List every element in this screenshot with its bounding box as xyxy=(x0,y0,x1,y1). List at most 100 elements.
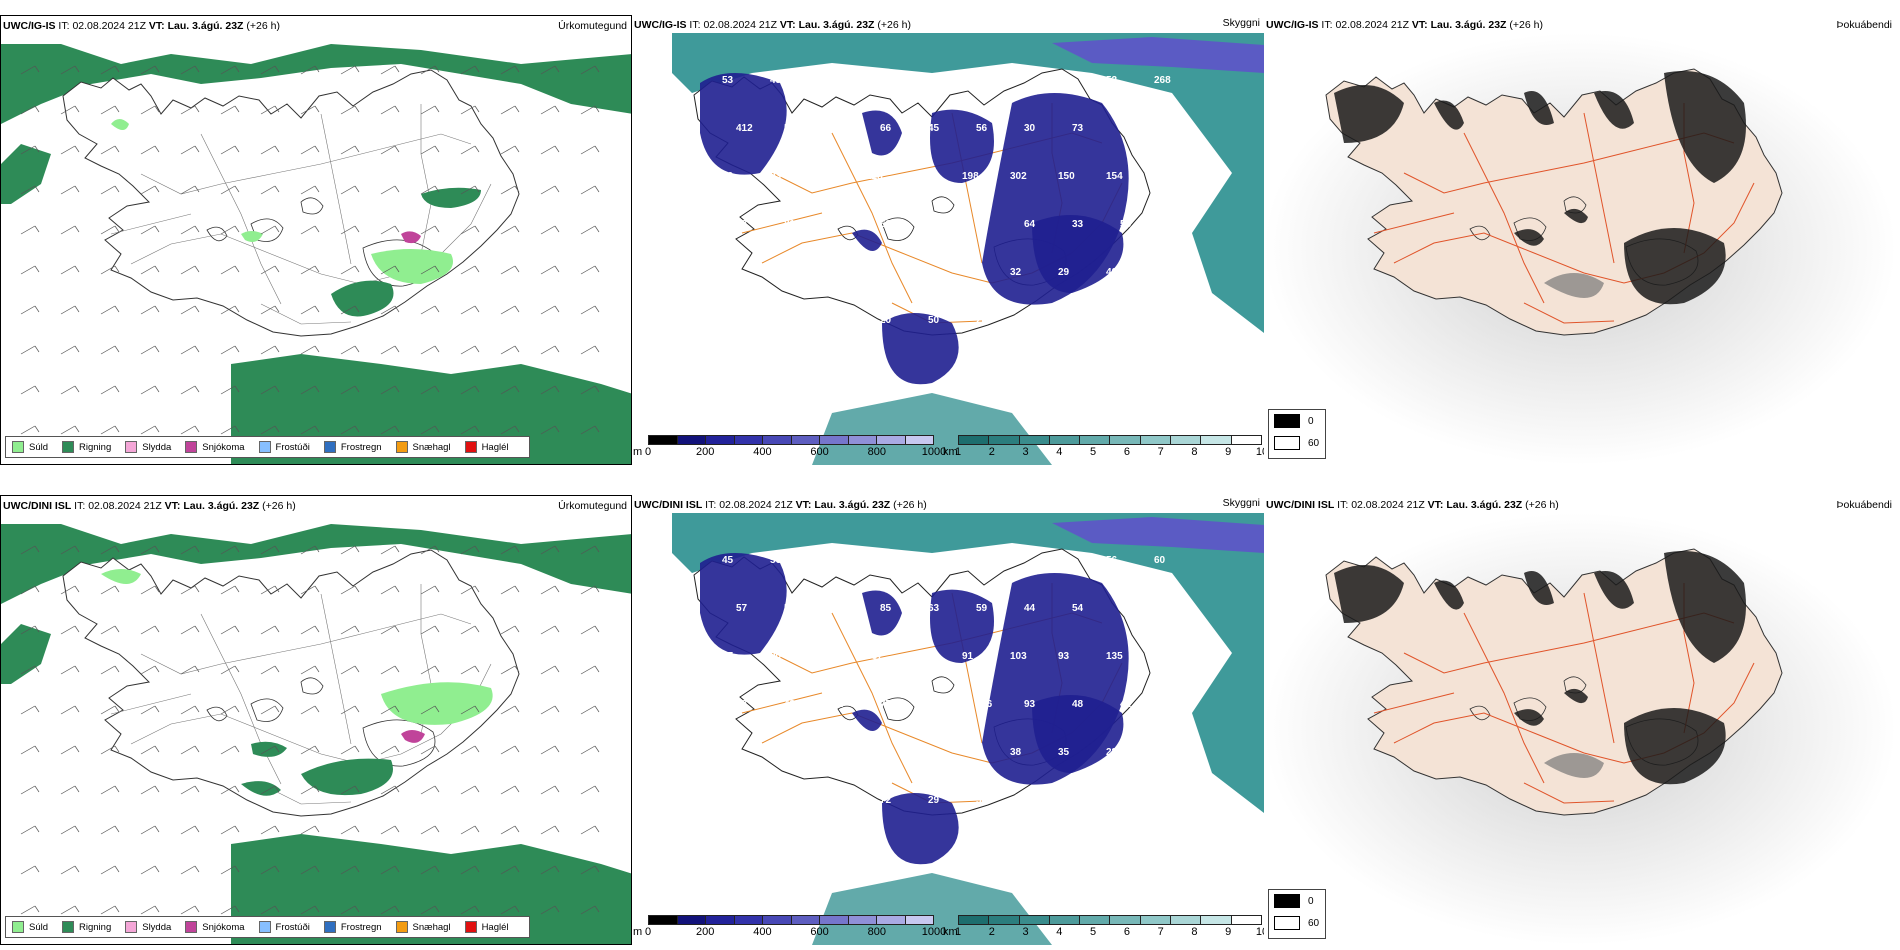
ceiling-label: 20 xyxy=(880,315,892,326)
road-line xyxy=(1393,662,1755,764)
colorbar-tick-label: 6 xyxy=(1123,446,1130,458)
wind-barb xyxy=(20,425,40,435)
iceland-coastline xyxy=(62,549,520,817)
precip-map xyxy=(1,524,631,944)
wind-barb xyxy=(100,385,120,395)
legend-label: Frostregn xyxy=(340,441,382,453)
wind-barb xyxy=(20,145,40,155)
ceiling-label: 54 xyxy=(1072,603,1084,614)
wind-barb xyxy=(580,705,600,715)
wind-barb xyxy=(420,105,440,115)
rain-area xyxy=(1,44,631,124)
wind-barb xyxy=(460,905,480,915)
ceiling-label: 39 xyxy=(914,555,926,566)
wind-barb xyxy=(60,65,80,75)
ceiling-label: 89 xyxy=(722,171,734,182)
ceiling-label: 56 xyxy=(784,603,796,614)
ceiling-label: 100 xyxy=(1120,123,1137,134)
low-ceiling-area xyxy=(930,589,994,663)
legend-label: Snæhagl xyxy=(412,921,451,933)
wind-barb xyxy=(340,865,360,875)
wind-barb xyxy=(460,65,480,75)
ceiling-label: 39 xyxy=(962,555,974,566)
wind-barb xyxy=(180,425,200,435)
wind-barb xyxy=(180,105,200,115)
legend-label: Snjókoma xyxy=(202,441,245,453)
wind-barb xyxy=(60,265,80,275)
colorbar-tick-label: 9 xyxy=(1225,926,1232,938)
ceiling-label: 45 xyxy=(928,123,940,134)
ceiling-label: 38 xyxy=(976,219,988,230)
colorbar-step xyxy=(791,436,820,444)
colorbar-tick-label: 200 xyxy=(696,446,715,458)
road-line xyxy=(1463,132,1545,304)
legend-item: Rigning xyxy=(62,921,111,933)
ceiling-label: 72 xyxy=(880,795,892,806)
wind-barb xyxy=(420,705,440,715)
precip-area xyxy=(331,280,394,317)
wind-barb xyxy=(580,145,600,155)
wind-barb xyxy=(340,145,360,155)
wind-barb xyxy=(60,585,80,595)
ceiling-label: 43 xyxy=(1058,555,1070,566)
wind-barb xyxy=(300,585,320,595)
ceiling-label: 44 xyxy=(784,795,796,806)
wind-barb xyxy=(60,825,80,835)
legend-item: Snæhagl xyxy=(395,921,451,933)
road-line xyxy=(741,692,823,714)
ceiling-label: 319 xyxy=(818,651,835,662)
ceiling-label: 85 xyxy=(880,603,892,614)
colorbar-step xyxy=(1140,436,1172,444)
ceiling-label: 80 xyxy=(914,171,926,182)
fog-area xyxy=(1624,708,1726,785)
wind-barb xyxy=(580,745,600,755)
wind-barb xyxy=(20,185,40,195)
fog-legend-swatch xyxy=(1274,916,1300,930)
colorbar-unit: m xyxy=(633,446,643,458)
ceiling-label: 47 xyxy=(928,219,940,230)
wind-barb xyxy=(580,545,600,555)
wind-barb xyxy=(380,225,400,235)
wind-barb xyxy=(300,905,320,915)
legend-item: Súld xyxy=(12,921,48,933)
wind-barb xyxy=(60,865,80,875)
legend-label: Frostúði xyxy=(275,921,310,933)
wind-barb xyxy=(460,865,480,875)
ceiling-label: 56 xyxy=(770,555,782,566)
ceiling-label: 73 xyxy=(1072,123,1084,134)
wind-barb xyxy=(60,225,80,235)
colorbar-step xyxy=(905,916,933,924)
wind-barb xyxy=(380,545,400,555)
wind-barb xyxy=(580,585,600,595)
road-line xyxy=(110,693,192,715)
colorbar-step xyxy=(989,436,1020,444)
wind-barb xyxy=(260,585,280,595)
wind-barb xyxy=(60,105,80,115)
road-line xyxy=(831,612,913,784)
wind-barb xyxy=(140,225,160,235)
glacier-outline xyxy=(881,217,915,241)
legend-label: Slydda xyxy=(142,921,172,933)
wind-barb xyxy=(60,145,80,155)
wind-barb xyxy=(380,585,400,595)
road-line xyxy=(110,213,192,235)
wind-barb xyxy=(220,665,240,675)
wind-barb xyxy=(540,385,560,395)
wind-barb xyxy=(60,665,80,675)
wind-barb xyxy=(180,705,200,715)
colorbar-tick-label: 0 xyxy=(644,926,652,938)
colorbar-tick-label: 4 xyxy=(1056,926,1063,938)
wind-barb xyxy=(140,585,160,595)
wind-barb xyxy=(340,65,360,75)
legend-item: Slydda xyxy=(125,921,171,933)
ceiling-label: 33 xyxy=(1072,219,1084,230)
low-ceiling-area xyxy=(882,793,959,865)
colorbar-tick-label: 1 xyxy=(954,446,962,458)
ceiling-label: 41 xyxy=(962,747,974,758)
wind-barb xyxy=(20,665,40,675)
fog-legend-label: 60 xyxy=(1308,917,1320,929)
wind-barb xyxy=(420,825,440,835)
colorbar-strip xyxy=(648,435,934,445)
wind-barb xyxy=(460,745,480,755)
